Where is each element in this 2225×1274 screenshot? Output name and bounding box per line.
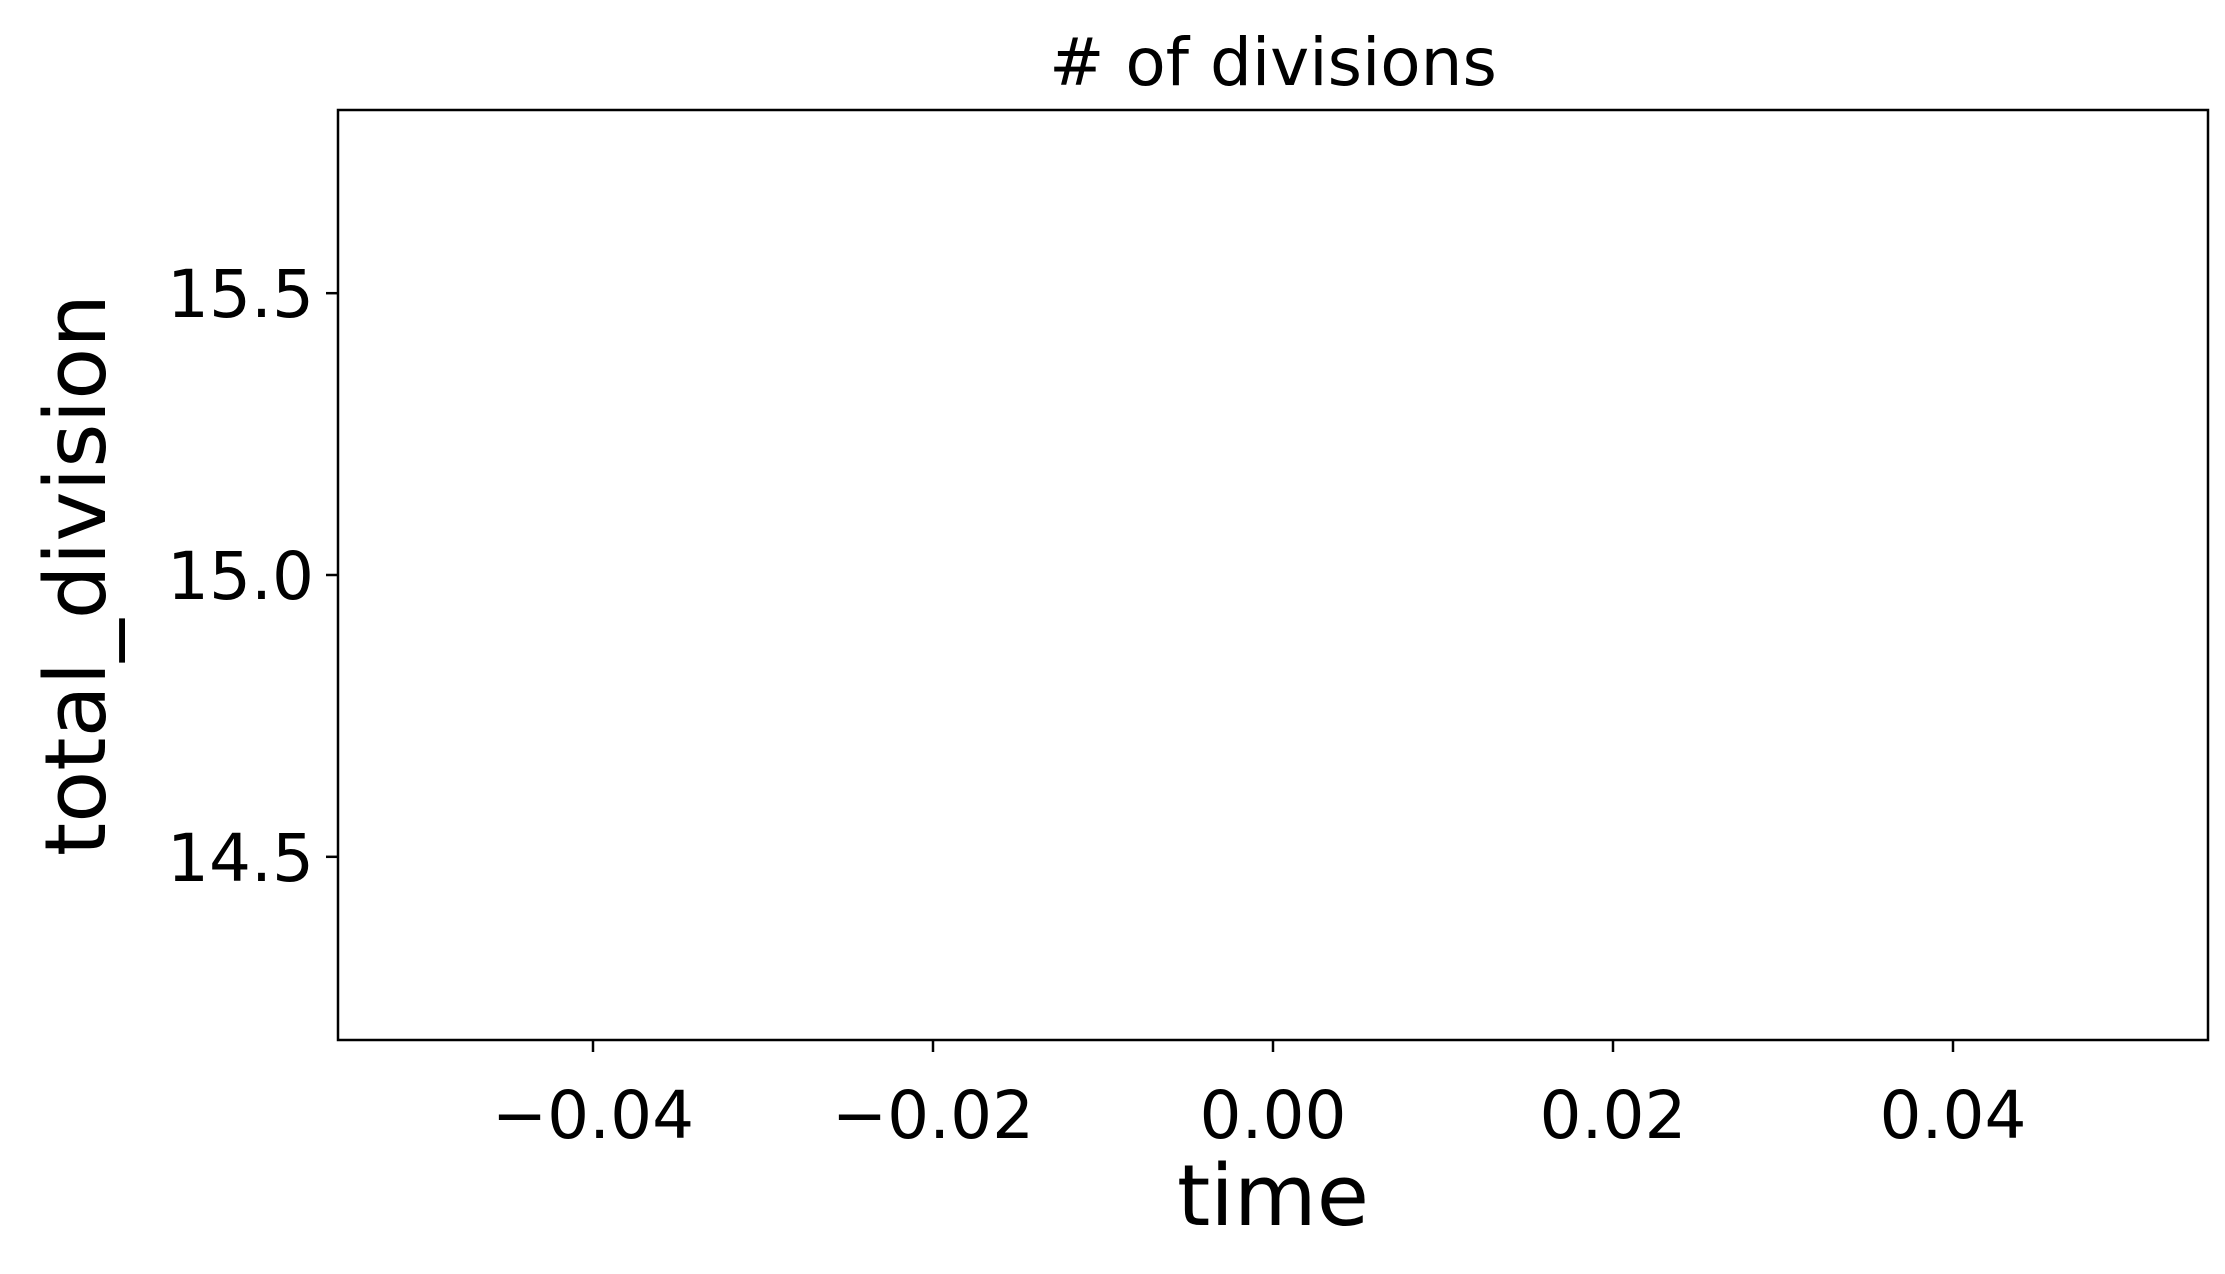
y-tick-label: 15.0 [167, 538, 314, 615]
x-tick-label: 0.02 [1540, 1077, 1687, 1154]
x-tick-label: 0.04 [1880, 1077, 2027, 1154]
y-axis-label: total_division [27, 294, 126, 856]
chart-title: # of divisions [1049, 24, 1497, 101]
x-axis-label: time [1177, 1147, 1369, 1246]
x-tick-label: −0.04 [492, 1077, 694, 1154]
x-tick-label: −0.02 [832, 1077, 1034, 1154]
x-tick-label: 0.00 [1200, 1077, 1347, 1154]
y-axis: 14.5 15.0 15.5 [167, 256, 338, 897]
x-axis: −0.04 −0.02 0.00 0.02 0.04 [492, 1040, 2027, 1154]
y-tick-label: 15.5 [167, 256, 314, 333]
y-tick-label: 14.5 [167, 820, 314, 897]
